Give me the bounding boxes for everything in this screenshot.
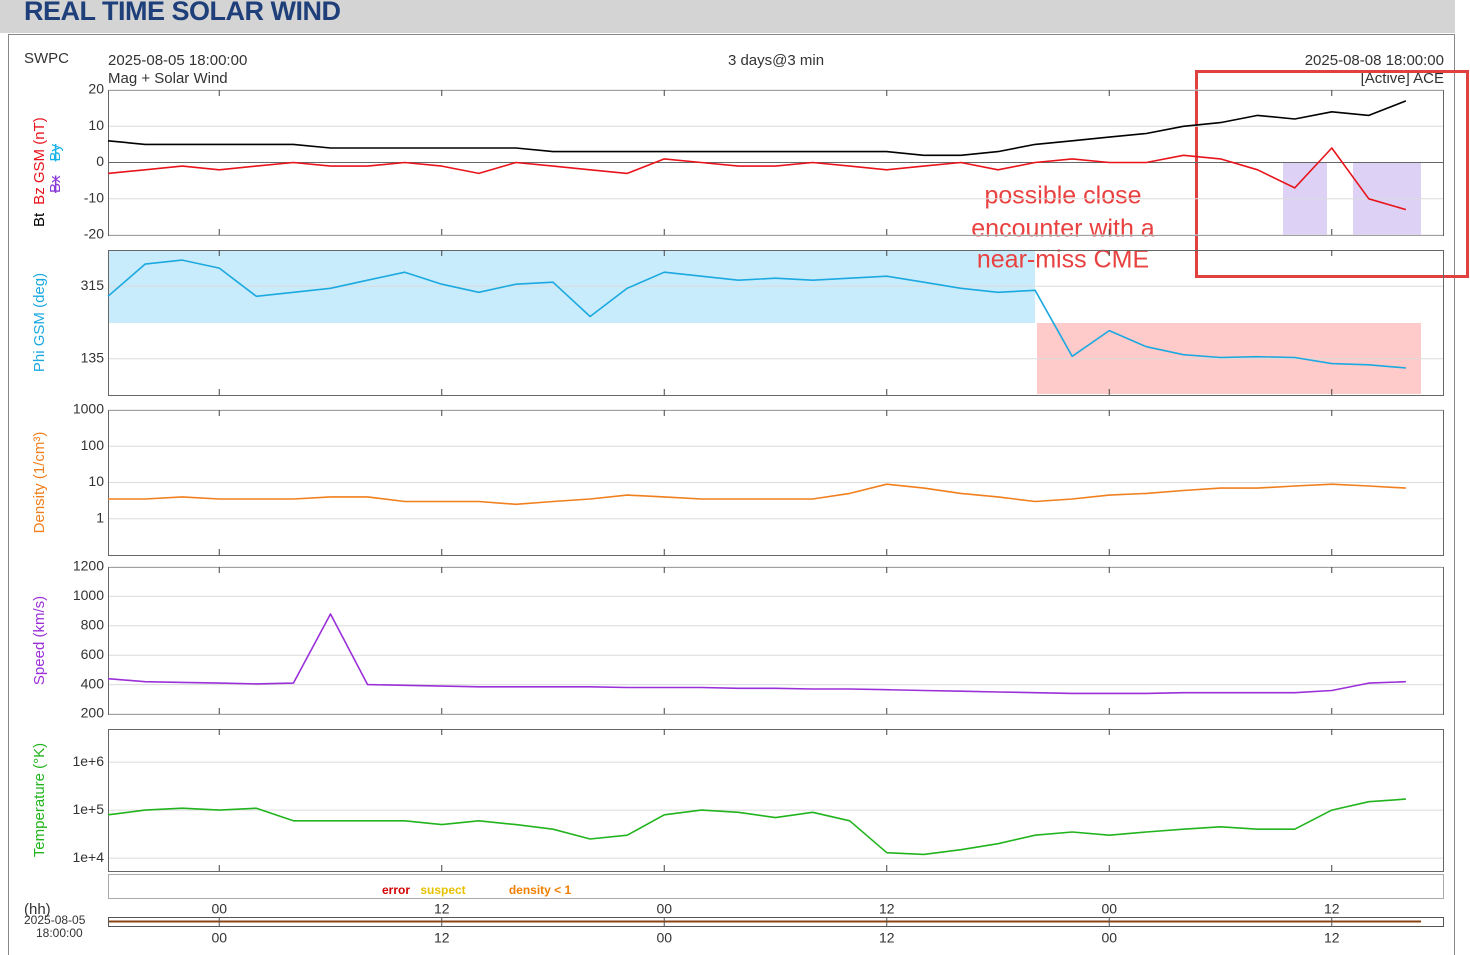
x-tick-label: 12 (1324, 901, 1340, 917)
y-tick-label: 10 (88, 117, 104, 133)
flag-label: suspect (420, 883, 465, 897)
component-label: Bx (47, 175, 64, 193)
y-axis-label: Bz GSM (nT) (31, 117, 48, 205)
start-date: 2025-08-05 (24, 913, 86, 927)
y-tick-label: 1200 (73, 558, 104, 574)
x-tick-label: 12 (879, 901, 895, 917)
y-tick-label: 0 (96, 153, 104, 169)
series-line (107, 613, 1406, 695)
y-tick-label: -20 (84, 226, 104, 242)
y-tick-label: 135 (81, 349, 105, 365)
start-clock: 18:00:00 (36, 926, 83, 940)
annotation: encounter with a (971, 215, 1155, 243)
series-line (107, 259, 1406, 369)
component-label: By (47, 143, 64, 161)
x-tick-label: 00 (211, 930, 227, 946)
y-tick-label: 1 (96, 509, 104, 525)
span: 3 days@3 min (728, 52, 824, 69)
y-tick-label: 400 (81, 675, 105, 691)
y-tick-label: -10 (84, 189, 104, 205)
end-time: 2025-08-08 18:00:00 (1305, 52, 1444, 69)
series-line (107, 798, 1406, 856)
x-tick-label: 00 (211, 901, 227, 917)
x-tick-label: 00 (1101, 901, 1117, 917)
highlight-box (1195, 70, 1469, 278)
y-tick-label: 20 (88, 81, 104, 97)
x-tick-label: 00 (656, 930, 672, 946)
x-tick-label: 12 (434, 901, 450, 917)
y-tick-label: 10 (88, 473, 104, 489)
y-axis-label: Phi GSM (deg) (31, 273, 48, 372)
y-tick-label: 1e+5 (72, 801, 104, 817)
y-tick-label: 800 (81, 617, 105, 633)
away-sector-shade (109, 251, 1035, 323)
source: SWPC (24, 50, 69, 67)
y-tick-label: 1000 (73, 587, 104, 603)
page-title: REAL TIME SOLAR WIND (24, 0, 341, 26)
series-line (107, 100, 1407, 157)
subtitle: Mag + Solar Wind (108, 70, 228, 87)
panel (8, 34, 1455, 955)
y-tick-label: 1e+4 (72, 849, 104, 865)
y-tick-label: 1e+6 (72, 753, 104, 769)
flag-strip (108, 874, 1444, 899)
flag-label: density < 1 (509, 883, 572, 897)
y-tick-label: 315 (81, 277, 105, 293)
time-unit: (hh) (24, 901, 51, 918)
x-tick-label: 12 (434, 930, 450, 946)
flag-label: error (382, 883, 410, 897)
x-tick-label: 12 (1324, 930, 1340, 946)
y-axis-label: Bt (31, 212, 48, 227)
x-tick-label: 12 (879, 930, 895, 946)
annotation: possible close (984, 182, 1141, 210)
series-line (107, 147, 1407, 211)
x-tick-label: 00 (656, 901, 672, 917)
y-tick-label: 1000 (73, 401, 104, 417)
spacecraft: [Active] ACE (1361, 70, 1444, 87)
y-axis-label: Density (1/cm³) (31, 432, 48, 534)
series-line (108, 483, 1406, 506)
plot-frame (108, 729, 1444, 872)
y-axis-label: Speed (km/s) (31, 596, 48, 685)
y-tick-label: 600 (81, 646, 105, 662)
plot-frame (108, 250, 1444, 396)
start-time: 2025-08-05 18:00:00 (108, 52, 247, 69)
y-axis-label: Temperature (°K) (31, 743, 48, 857)
title-bar (0, 0, 1455, 33)
y-tick-label: 200 (81, 705, 105, 721)
x-tick-label: 00 (1101, 930, 1117, 946)
y-tick-label: 100 (81, 437, 105, 453)
annotation: near-miss CME (977, 246, 1149, 274)
